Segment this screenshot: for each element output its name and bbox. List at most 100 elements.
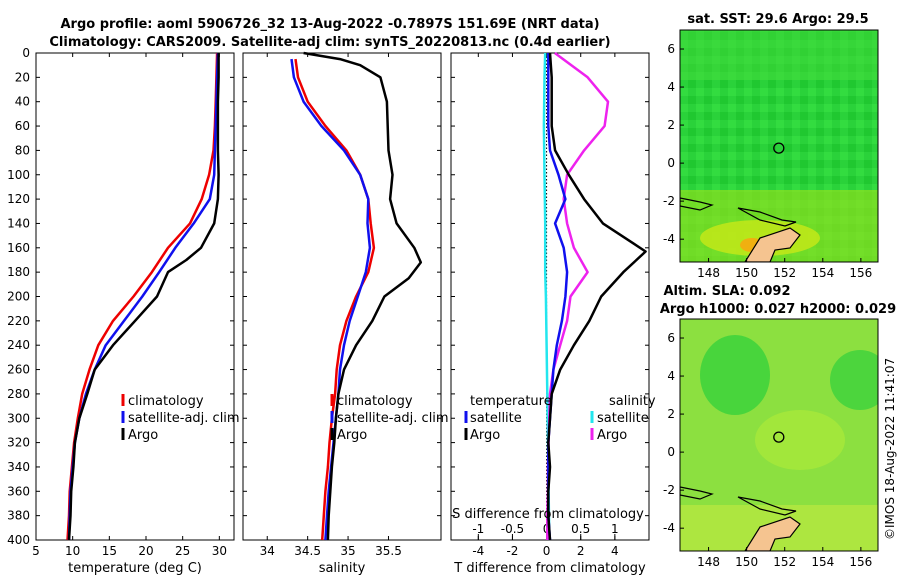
map-x-tick-label: 156 <box>849 555 872 569</box>
depth-tick-label: 200 <box>7 290 30 304</box>
x-tick-label: 15 <box>102 544 117 558</box>
depth-tick-label: 160 <box>7 241 30 255</box>
map-x-tick-label: 148 <box>697 266 720 280</box>
x-tick-label: 34 <box>260 544 275 558</box>
map-x-tick-label: 152 <box>773 266 796 280</box>
salinity-argo-line <box>303 51 423 541</box>
legend-t-satellite-label: satellite <box>470 411 522 426</box>
legend-climatology-label: climatology <box>337 394 413 409</box>
map-y-tick-label: 4 <box>667 80 675 94</box>
sla-map-title-1: Altim. SLA: 0.092 <box>664 284 791 299</box>
sst-ticks: 148 150 152 154 156 6 4 2 0 -2 -4 <box>663 42 872 280</box>
map-y-tick-label: 2 <box>667 118 675 132</box>
x-tick-label: 25 <box>175 544 190 558</box>
sla-argo-marker <box>773 431 785 443</box>
map-x-tick-label: 156 <box>849 266 872 280</box>
profile-lines <box>66 51 647 541</box>
sla-coast-west <box>680 486 714 500</box>
s-diff-tick-label: -0.5 <box>501 522 524 536</box>
depth-tick-label: 300 <box>7 411 30 425</box>
depth-tick-label: 60 <box>15 119 30 133</box>
map-x-tick-label: 150 <box>735 555 758 569</box>
legend-temperature-title: temperature <box>470 394 552 409</box>
legend-satellite-label: satellite-adj. clim <box>337 411 449 426</box>
map-y-tick-label: -2 <box>663 194 675 208</box>
sla-low-blob-west <box>700 335 770 415</box>
s-diff-tick-label: -1 <box>472 522 484 536</box>
depth-tick-label: 0 <box>22 46 30 60</box>
legend-satellite-label: satellite-adj. clim <box>128 411 240 426</box>
x-tick-label: 0 <box>543 544 551 558</box>
s-diff-tick-label: 0.5 <box>571 522 590 536</box>
salinity-panel-frame <box>242 52 442 541</box>
x-tick-label: 35.5 <box>375 544 402 558</box>
x-tick-label: 30 <box>212 544 227 558</box>
map-x-tick-label: 148 <box>697 555 720 569</box>
map-y-tick-label: 2 <box>667 407 675 421</box>
map-y-tick-label: 0 <box>667 445 675 459</box>
sst-north-band <box>680 30 878 80</box>
x-tick-label: 20 <box>138 544 153 558</box>
sla-land <box>744 516 801 551</box>
sst-coast-west <box>680 197 714 211</box>
x-tick-label: 10 <box>65 544 80 558</box>
depth-tick-label: 280 <box>7 387 30 401</box>
depth-tick-label: 340 <box>7 460 30 474</box>
depth-tick-label: 320 <box>7 436 30 450</box>
depth-tick-label: 120 <box>7 192 30 206</box>
x-tick-label: -2 <box>506 544 518 558</box>
sst-map-title: sat. SST: 29.6 Argo: 29.5 <box>687 12 868 27</box>
map-y-tick-label: -2 <box>663 483 675 497</box>
legend-t-argo-label: Argo <box>470 428 500 443</box>
sst-argo-marker <box>773 142 785 154</box>
depth-tick-label: 260 <box>7 363 30 377</box>
sla-coast-island <box>737 496 797 516</box>
sst-map-frame <box>679 29 879 263</box>
x-tick-label: 34.5 <box>294 544 321 558</box>
depth-tick-label: 40 <box>15 95 30 109</box>
map-y-tick-label: 6 <box>667 331 675 345</box>
temperature-legend: climatology satellite-adj. clim Argo <box>121 394 240 443</box>
s-diff-tick-label: 1 <box>611 522 619 536</box>
x-tick-label: 4 <box>611 544 619 558</box>
temperature-argo-diff-line <box>547 52 647 541</box>
sla-high-blob <box>755 410 845 470</box>
salinity-climatology-line <box>294 58 376 541</box>
x-tick-label: -4 <box>472 544 484 558</box>
t-difference-xlabel: T difference from climatology <box>453 561 646 576</box>
sla-ticks: 148 150 152 154 156 6 4 2 0 -2 -4 <box>663 331 872 569</box>
legend-s-satellite-label: satellite <box>597 411 649 426</box>
depth-tick-label: 380 <box>7 509 30 523</box>
map-y-tick-label: -4 <box>663 232 675 246</box>
sst-land <box>744 227 801 262</box>
depth-tick-label: 240 <box>7 338 30 352</box>
salinity-argo-diff-line <box>546 51 610 540</box>
difference-legend: temperature satellite Argo salinity sate… <box>464 394 656 443</box>
x-tick-label: 5 <box>32 544 40 558</box>
depth-tick-label: 180 <box>7 265 30 279</box>
legend-climatology-label: climatology <box>128 394 204 409</box>
depth-tick-label: 400 <box>7 533 30 547</box>
map-y-tick-label: 0 <box>667 156 675 170</box>
salinity-legend: climatology satellite-adj. clim Argo <box>330 394 449 443</box>
x-tick-label: 2 <box>577 544 585 558</box>
map-x-tick-label: 154 <box>811 266 834 280</box>
s-difference-xlabel: S difference from climatology <box>452 507 644 522</box>
map-y-tick-label: -4 <box>663 521 675 535</box>
depth-tick-label: 100 <box>7 168 30 182</box>
depth-tick-label: 360 <box>7 484 30 498</box>
depth-tick-label: 20 <box>15 70 30 84</box>
title-line-2: Climatology: CARS2009. Satellite-adj cli… <box>49 35 610 50</box>
title-line-1: Argo profile: aoml 5906726_32 13-Aug-202… <box>60 17 599 32</box>
depth-tick-label: 140 <box>7 216 30 230</box>
legend-argo-label: Argo <box>128 428 158 443</box>
axis-ticks: 0204060801001201401601802002202402602803… <box>7 46 649 558</box>
map-x-tick-label: 154 <box>811 555 834 569</box>
depth-tick-label: 220 <box>7 314 30 328</box>
sla-map-field <box>680 319 878 551</box>
legend-s-argo-label: Argo <box>597 428 627 443</box>
map-y-tick-label: 6 <box>667 42 675 56</box>
sla-low-blob-east <box>830 350 878 410</box>
sst-map-field <box>680 30 878 262</box>
